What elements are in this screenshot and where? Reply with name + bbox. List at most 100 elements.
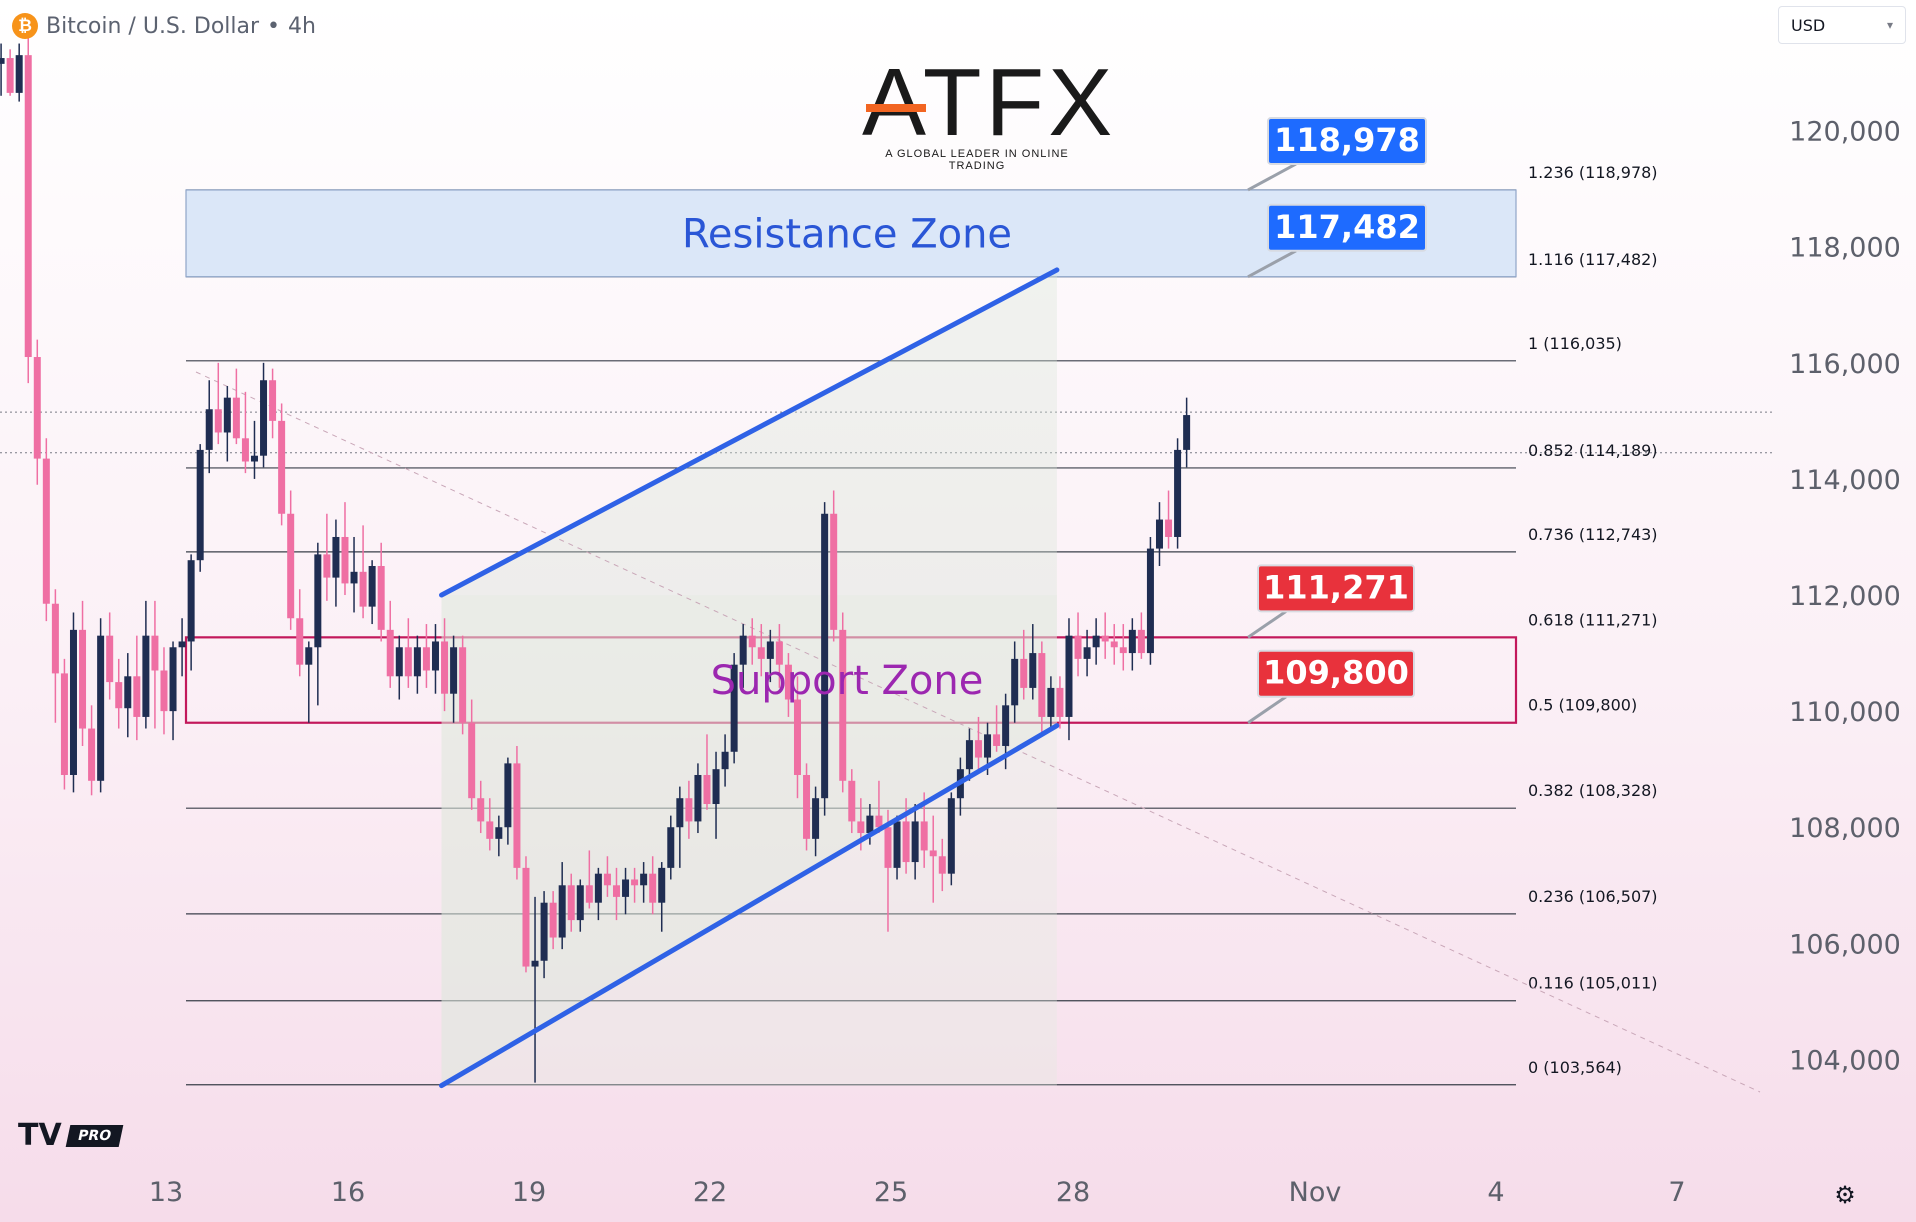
candle[interactable] bbox=[42, 438, 50, 622]
candle[interactable] bbox=[0, 43, 5, 96]
symbol-header[interactable]: ₿ Bitcoin / U.S. Dollar • 4h bbox=[12, 10, 316, 42]
candle[interactable] bbox=[893, 815, 901, 880]
candle[interactable] bbox=[911, 804, 919, 880]
candle[interactable] bbox=[459, 635, 467, 735]
candle[interactable] bbox=[15, 43, 23, 102]
candle[interactable] bbox=[241, 391, 249, 474]
candle[interactable] bbox=[1092, 618, 1100, 665]
candle[interactable] bbox=[685, 780, 693, 839]
candle[interactable] bbox=[1083, 629, 1091, 677]
candle[interactable] bbox=[431, 624, 439, 694]
support-zone[interactable] bbox=[184, 636, 1518, 724]
candle[interactable] bbox=[477, 780, 485, 834]
candle[interactable] bbox=[341, 502, 349, 596]
candle[interactable] bbox=[1155, 502, 1163, 567]
candle[interactable] bbox=[33, 339, 41, 485]
candle[interactable] bbox=[169, 641, 177, 741]
candle[interactable] bbox=[993, 705, 1001, 752]
candle[interactable] bbox=[1146, 536, 1154, 665]
candle[interactable] bbox=[848, 769, 856, 834]
candle[interactable] bbox=[631, 867, 639, 903]
candle[interactable] bbox=[115, 658, 123, 729]
candle[interactable] bbox=[359, 525, 367, 619]
candle[interactable] bbox=[531, 896, 539, 1083]
candle[interactable] bbox=[612, 867, 620, 921]
candle[interactable] bbox=[79, 600, 87, 746]
candle[interactable] bbox=[97, 618, 105, 793]
candle[interactable] bbox=[305, 641, 313, 723]
candle[interactable] bbox=[513, 745, 521, 880]
candle[interactable] bbox=[1137, 612, 1145, 659]
candle[interactable] bbox=[658, 862, 666, 932]
candle[interactable] bbox=[1056, 676, 1064, 729]
candle[interactable] bbox=[902, 798, 910, 874]
candle[interactable] bbox=[187, 554, 195, 671]
candle[interactable] bbox=[250, 420, 258, 479]
candle[interactable] bbox=[821, 502, 829, 816]
candle[interactable] bbox=[486, 798, 494, 851]
candle[interactable] bbox=[839, 612, 847, 793]
candle[interactable] bbox=[395, 635, 403, 700]
candle[interactable] bbox=[594, 867, 602, 921]
channel-upper-line[interactable] bbox=[439, 267, 1060, 598]
candle[interactable] bbox=[504, 757, 512, 845]
candle[interactable] bbox=[69, 612, 77, 793]
candle[interactable] bbox=[24, 37, 32, 384]
candle[interactable] bbox=[757, 624, 765, 677]
candle[interactable] bbox=[1020, 629, 1028, 700]
candle[interactable] bbox=[793, 676, 801, 799]
candle[interactable] bbox=[214, 362, 222, 445]
candle[interactable] bbox=[6, 49, 14, 96]
candle[interactable] bbox=[151, 600, 159, 729]
candle[interactable] bbox=[296, 589, 304, 677]
candle[interactable] bbox=[1119, 624, 1127, 671]
candle[interactable] bbox=[540, 891, 548, 979]
candle[interactable] bbox=[784, 653, 792, 717]
channel-lower-line[interactable] bbox=[439, 723, 1060, 1089]
candle[interactable] bbox=[730, 653, 738, 764]
price-label-red[interactable]: 111,271 bbox=[1247, 564, 1415, 639]
candle[interactable] bbox=[413, 635, 421, 694]
candle[interactable] bbox=[223, 386, 231, 462]
candle[interactable] bbox=[196, 444, 204, 572]
candle[interactable] bbox=[974, 716, 982, 770]
candle[interactable] bbox=[323, 513, 331, 601]
candle[interactable] bbox=[576, 879, 584, 932]
candle[interactable] bbox=[703, 734, 711, 810]
candle[interactable] bbox=[649, 856, 657, 915]
candle[interactable] bbox=[124, 653, 132, 738]
candle[interactable] bbox=[1047, 676, 1055, 729]
candle[interactable] bbox=[278, 403, 286, 526]
candle[interactable] bbox=[287, 490, 295, 630]
candle[interactable] bbox=[314, 542, 322, 706]
candle[interactable] bbox=[549, 891, 557, 950]
candle[interactable] bbox=[377, 542, 385, 642]
settings-icon[interactable]: ⚙ bbox=[1834, 1181, 1856, 1209]
candle[interactable] bbox=[450, 635, 458, 723]
candle[interactable] bbox=[739, 624, 747, 688]
candle[interactable] bbox=[106, 612, 114, 700]
candle[interactable] bbox=[495, 815, 503, 857]
candle[interactable] bbox=[1074, 612, 1082, 677]
candle[interactable] bbox=[1110, 624, 1118, 665]
candle[interactable] bbox=[748, 618, 756, 665]
candle[interactable] bbox=[1065, 618, 1073, 741]
candle[interactable] bbox=[468, 699, 476, 810]
candle[interactable] bbox=[404, 618, 412, 688]
candle[interactable] bbox=[1128, 618, 1136, 671]
candle[interactable] bbox=[603, 856, 611, 897]
tradingview-logo[interactable]: TV PRO bbox=[18, 1118, 123, 1153]
candle[interactable] bbox=[622, 867, 630, 915]
candle[interactable] bbox=[929, 815, 937, 903]
candle[interactable] bbox=[721, 734, 729, 787]
candle[interactable] bbox=[160, 647, 168, 735]
candle[interactable] bbox=[640, 862, 648, 903]
candle[interactable] bbox=[558, 862, 566, 950]
candle[interactable] bbox=[1183, 397, 1191, 468]
candle[interactable] bbox=[178, 618, 186, 677]
candle[interactable] bbox=[947, 792, 955, 886]
candle[interactable] bbox=[386, 600, 394, 688]
candle[interactable] bbox=[232, 368, 240, 445]
candle[interactable] bbox=[332, 519, 340, 607]
